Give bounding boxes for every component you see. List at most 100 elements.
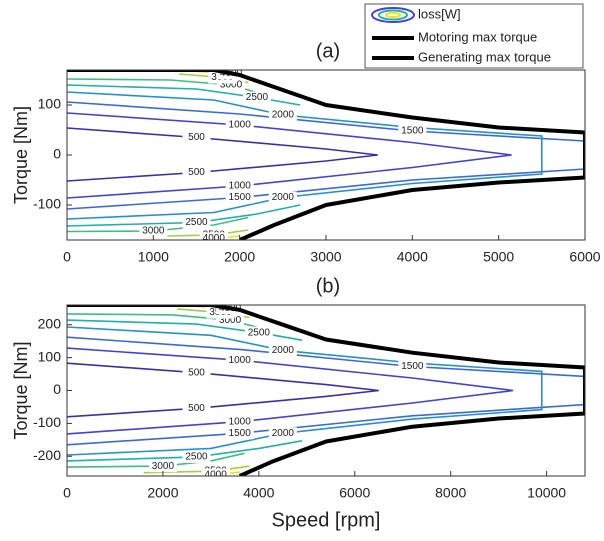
subplot-title: (b) (316, 275, 340, 297)
contour-label-bg (225, 191, 254, 204)
x-tick-label: 4000 (243, 485, 274, 501)
contour-label-bg (268, 427, 297, 440)
contour-label-bg (182, 450, 211, 463)
contour-label: 2000 (272, 345, 295, 356)
contour-line (67, 336, 585, 446)
contour-label-bg (225, 415, 254, 428)
x-axis-label: Speed [rpm] (272, 509, 381, 531)
contour-label: 2000 (272, 110, 295, 121)
contour-label-bg (244, 326, 273, 339)
contour-line (143, 308, 250, 474)
y-axis-label: Torque [Nm] (11, 341, 31, 439)
legend-label: loss[W] (418, 6, 461, 21)
contour-label: 4000 (203, 233, 226, 244)
envelope-line (67, 70, 585, 178)
contour-label-bg (182, 366, 211, 379)
contour-label-bg (182, 216, 211, 229)
x-tick-label: 1000 (138, 249, 169, 265)
x-tick-label: 0 (63, 485, 71, 501)
contour-label: 1000 (229, 355, 252, 366)
contour-label-bg (182, 402, 211, 415)
legend-label: Motoring max torque (418, 29, 537, 44)
contour-label: 2500 (248, 327, 271, 338)
y-tick-label: 200 (38, 315, 62, 331)
contour-label: 1000 (229, 120, 252, 131)
contour-label: 500 (188, 367, 205, 378)
contour-label-bg (225, 119, 254, 131)
envelope-line (67, 305, 585, 414)
legend-label: Generating max torque (418, 49, 551, 64)
contour-label: 1500 (229, 428, 252, 439)
envelope-line (238, 367, 585, 476)
contour-label-bg (225, 180, 254, 192)
contour-line (67, 326, 543, 456)
contour-line (67, 91, 543, 220)
y-tick-label: 0 (53, 146, 61, 162)
y-axis-label: Torque [Nm] (11, 106, 31, 204)
contour-label-bg (182, 166, 211, 179)
contour-label-bg (199, 232, 228, 240)
x-tick-label: 6000 (339, 485, 370, 501)
x-tick-label: 4000 (397, 249, 428, 265)
contour-label-bg (398, 360, 427, 373)
contour-label-bg (201, 468, 230, 476)
contour-label-bg (242, 91, 271, 104)
plot-area: 5005001000100015001500200020002500250030… (67, 305, 585, 480)
x-tick-label: 2000 (147, 485, 178, 501)
contour-label: 500 (188, 167, 205, 178)
contour-label-bg (268, 191, 297, 204)
y-tick-label: 100 (38, 96, 62, 112)
legend-icon (378, 9, 408, 21)
contour-label-bg (398, 125, 427, 137)
x-tick-label: 6000 (569, 249, 600, 265)
contour-label-bg (182, 131, 211, 144)
x-tick-label: 8000 (435, 485, 466, 501)
contour-line (67, 84, 301, 227)
contour-label: 3000 (142, 226, 165, 237)
contour-label-bg (139, 225, 168, 237)
x-tick-label: 2000 (224, 249, 255, 265)
contour-label: 3000 (219, 315, 242, 326)
contour-label: 2000 (272, 192, 295, 203)
y-tick-label: 0 (53, 381, 61, 397)
subplot-title: (a) (316, 40, 340, 62)
contour-line (67, 127, 378, 182)
contour-label-bg (268, 344, 297, 357)
contour-label: 1500 (229, 192, 252, 203)
contour-label: 500 (188, 403, 205, 414)
y-tick-label: -200 (33, 447, 61, 463)
contour-label: 2500 (246, 92, 269, 103)
contour-label: 2500 (185, 452, 208, 463)
contour-label: 1000 (229, 416, 252, 427)
contour-line (67, 362, 379, 418)
x-tick-label: 5000 (483, 249, 514, 265)
contour-label: 2000 (272, 428, 295, 439)
legend-icon (371, 7, 415, 23)
contour-label-bg (268, 109, 297, 121)
x-tick-label: 3000 (310, 249, 341, 265)
contour-label: 1500 (401, 361, 424, 372)
contour-label: 4000 (205, 469, 228, 480)
contour-label-bg (225, 427, 254, 440)
contour-label: 1500 (401, 126, 424, 137)
contour-label: 500 (188, 132, 205, 143)
contour-label: 2500 (185, 217, 208, 228)
contour-line (67, 347, 514, 435)
contour-label: 3000 (152, 461, 175, 472)
contour-label-bg (148, 460, 177, 473)
contour-label: 1000 (229, 181, 252, 192)
legend-icon (385, 12, 401, 18)
contour-line (67, 313, 260, 468)
y-tick-label: -100 (33, 196, 61, 212)
contour-line (67, 101, 585, 210)
x-tick-label: 0 (63, 249, 71, 265)
envelope-line (238, 132, 585, 240)
contour-label: 3000 (220, 80, 243, 91)
plot-area: 5005001000100015001500200020002500250030… (67, 70, 585, 244)
contour-line (67, 319, 303, 462)
y-tick-label: 100 (38, 348, 62, 364)
y-tick-label: -100 (33, 414, 61, 430)
contour-label-bg (225, 354, 254, 367)
x-tick-label: 10000 (527, 485, 566, 501)
